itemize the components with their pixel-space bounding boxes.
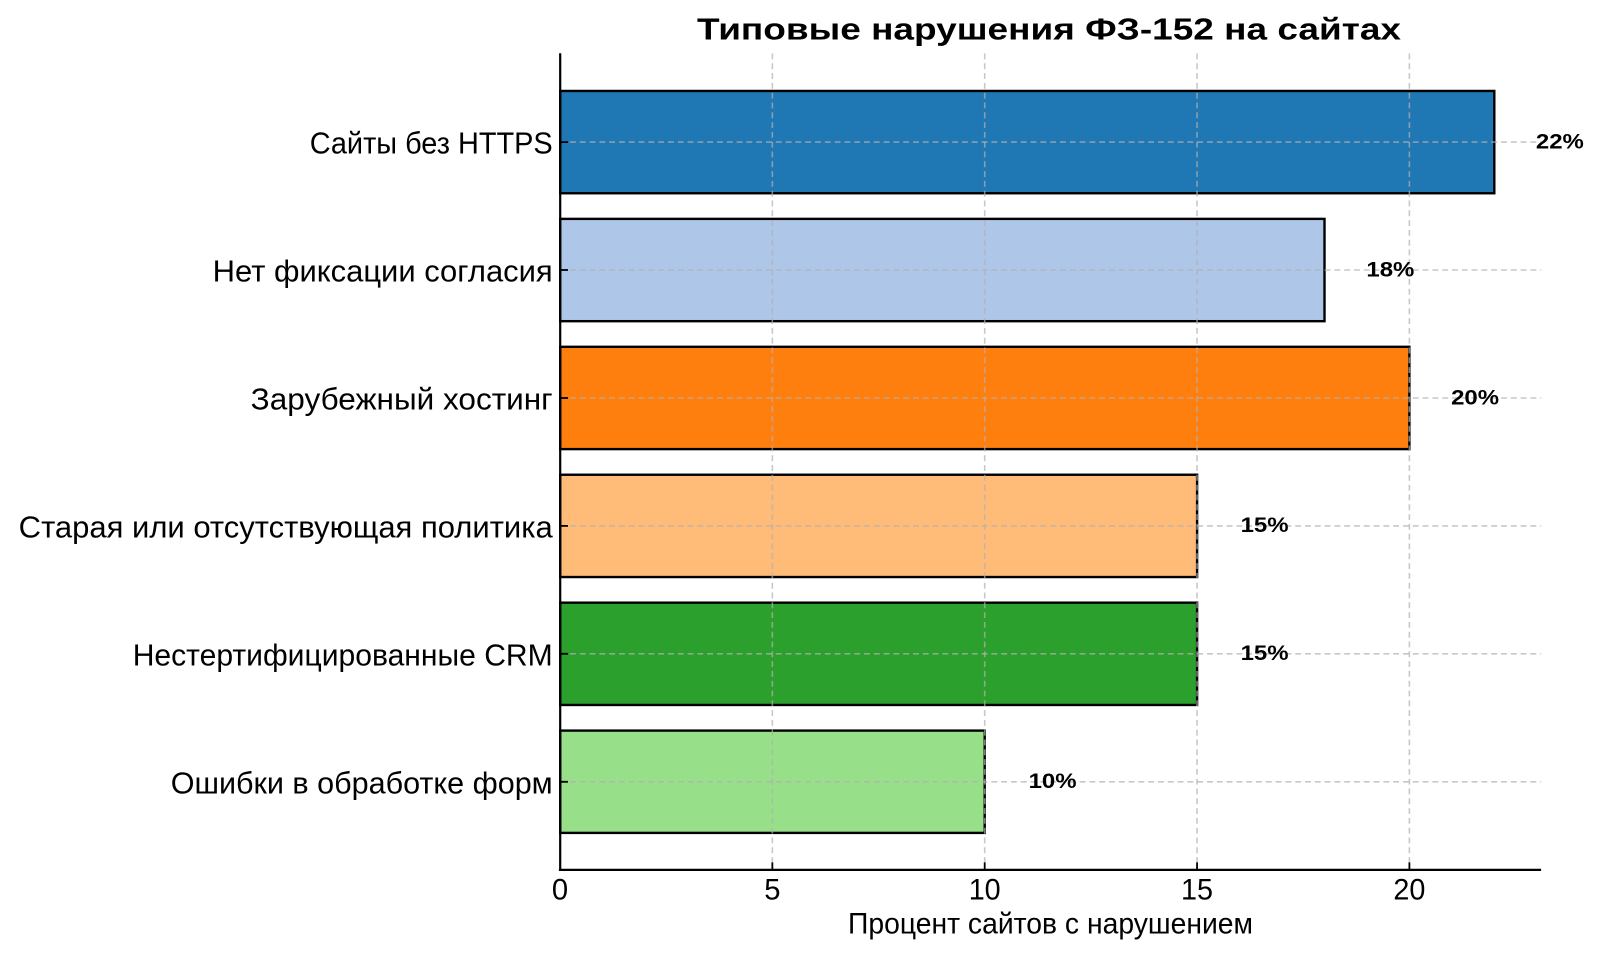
svg-text:18%: 18% — [1366, 257, 1414, 281]
svg-text:22%: 22% — [1536, 129, 1584, 153]
svg-text:Старая или отсутствующая полит: Старая или отсутствующая политика — [19, 509, 554, 544]
svg-text:5: 5 — [764, 874, 780, 906]
svg-text:15%: 15% — [1241, 641, 1289, 665]
svg-text:10%: 10% — [1029, 769, 1077, 793]
svg-text:Нет фиксации согласия: Нет фиксации согласия — [213, 254, 553, 289]
svg-text:Зарубежный хостинг: Зарубежный хостинг — [251, 382, 553, 417]
svg-text:Сайты без HTTPS: Сайты без HTTPS — [310, 126, 553, 161]
svg-text:Процент сайтов с нарушением: Процент сайтов с нарушением — [848, 908, 1253, 941]
svg-text:15%: 15% — [1241, 513, 1289, 537]
svg-text:0: 0 — [552, 874, 568, 906]
svg-text:Типовые нарушения ФЗ-152 на са: Типовые нарушения ФЗ-152 на сайтах — [697, 11, 1402, 46]
svg-text:15: 15 — [1181, 874, 1213, 906]
svg-text:20: 20 — [1393, 874, 1425, 906]
svg-text:20%: 20% — [1451, 385, 1499, 409]
svg-text:Нестертифицированные CRM: Нестертифицированные CRM — [133, 637, 553, 672]
svg-text:10: 10 — [969, 874, 1001, 906]
svg-text:Ошибки в обработке форм: Ошибки в обработке форм — [171, 765, 553, 800]
